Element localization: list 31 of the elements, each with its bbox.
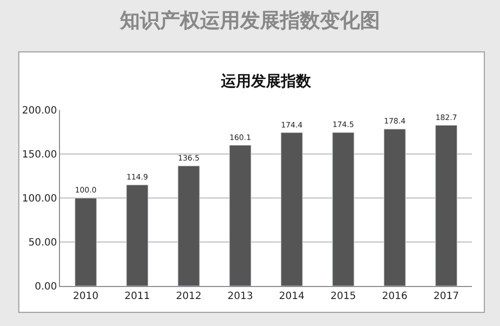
bar — [178, 166, 200, 286]
data-label: 174.5 — [332, 120, 354, 130]
x-tick-label: 2012 — [176, 291, 202, 302]
bar — [229, 144, 252, 286]
y-tick-label: 0.00 — [34, 282, 57, 292]
x-tick-label: 2010 — [73, 291, 98, 302]
data-label: 136.5 — [178, 154, 200, 163]
bar — [332, 132, 354, 286]
bar — [74, 198, 97, 286]
data-label: 174.4 — [280, 120, 303, 130]
data-label: 100.0 — [74, 186, 97, 195]
x-tick-label: 2015 — [330, 291, 356, 302]
x-tick-label: 2017 — [434, 291, 459, 302]
data-label: 160.1 — [229, 132, 252, 142]
data-label: 114.9 — [126, 172, 148, 182]
x-tick-label: 2011 — [124, 291, 150, 302]
bar — [280, 132, 303, 286]
chart-title: 知识产权运用发展指数变化图 — [119, 8, 380, 32]
y-tick-label: 200.00 — [22, 106, 57, 116]
x-tick-label: 2013 — [228, 291, 253, 302]
y-tick-label: 50.00 — [28, 238, 57, 248]
y-tick-label: 150.00 — [22, 150, 57, 160]
data-label: 182.7 — [435, 112, 458, 122]
data-label: 178.4 — [384, 116, 406, 126]
bar — [384, 128, 406, 286]
chart-subtitle: 运用发展指数 — [220, 73, 312, 90]
x-tick-label: 2014 — [279, 291, 304, 302]
bar — [435, 124, 458, 286]
x-tick-label: 2016 — [382, 291, 408, 302]
y-tick-label: 100.00 — [22, 194, 57, 204]
bar — [126, 184, 148, 286]
